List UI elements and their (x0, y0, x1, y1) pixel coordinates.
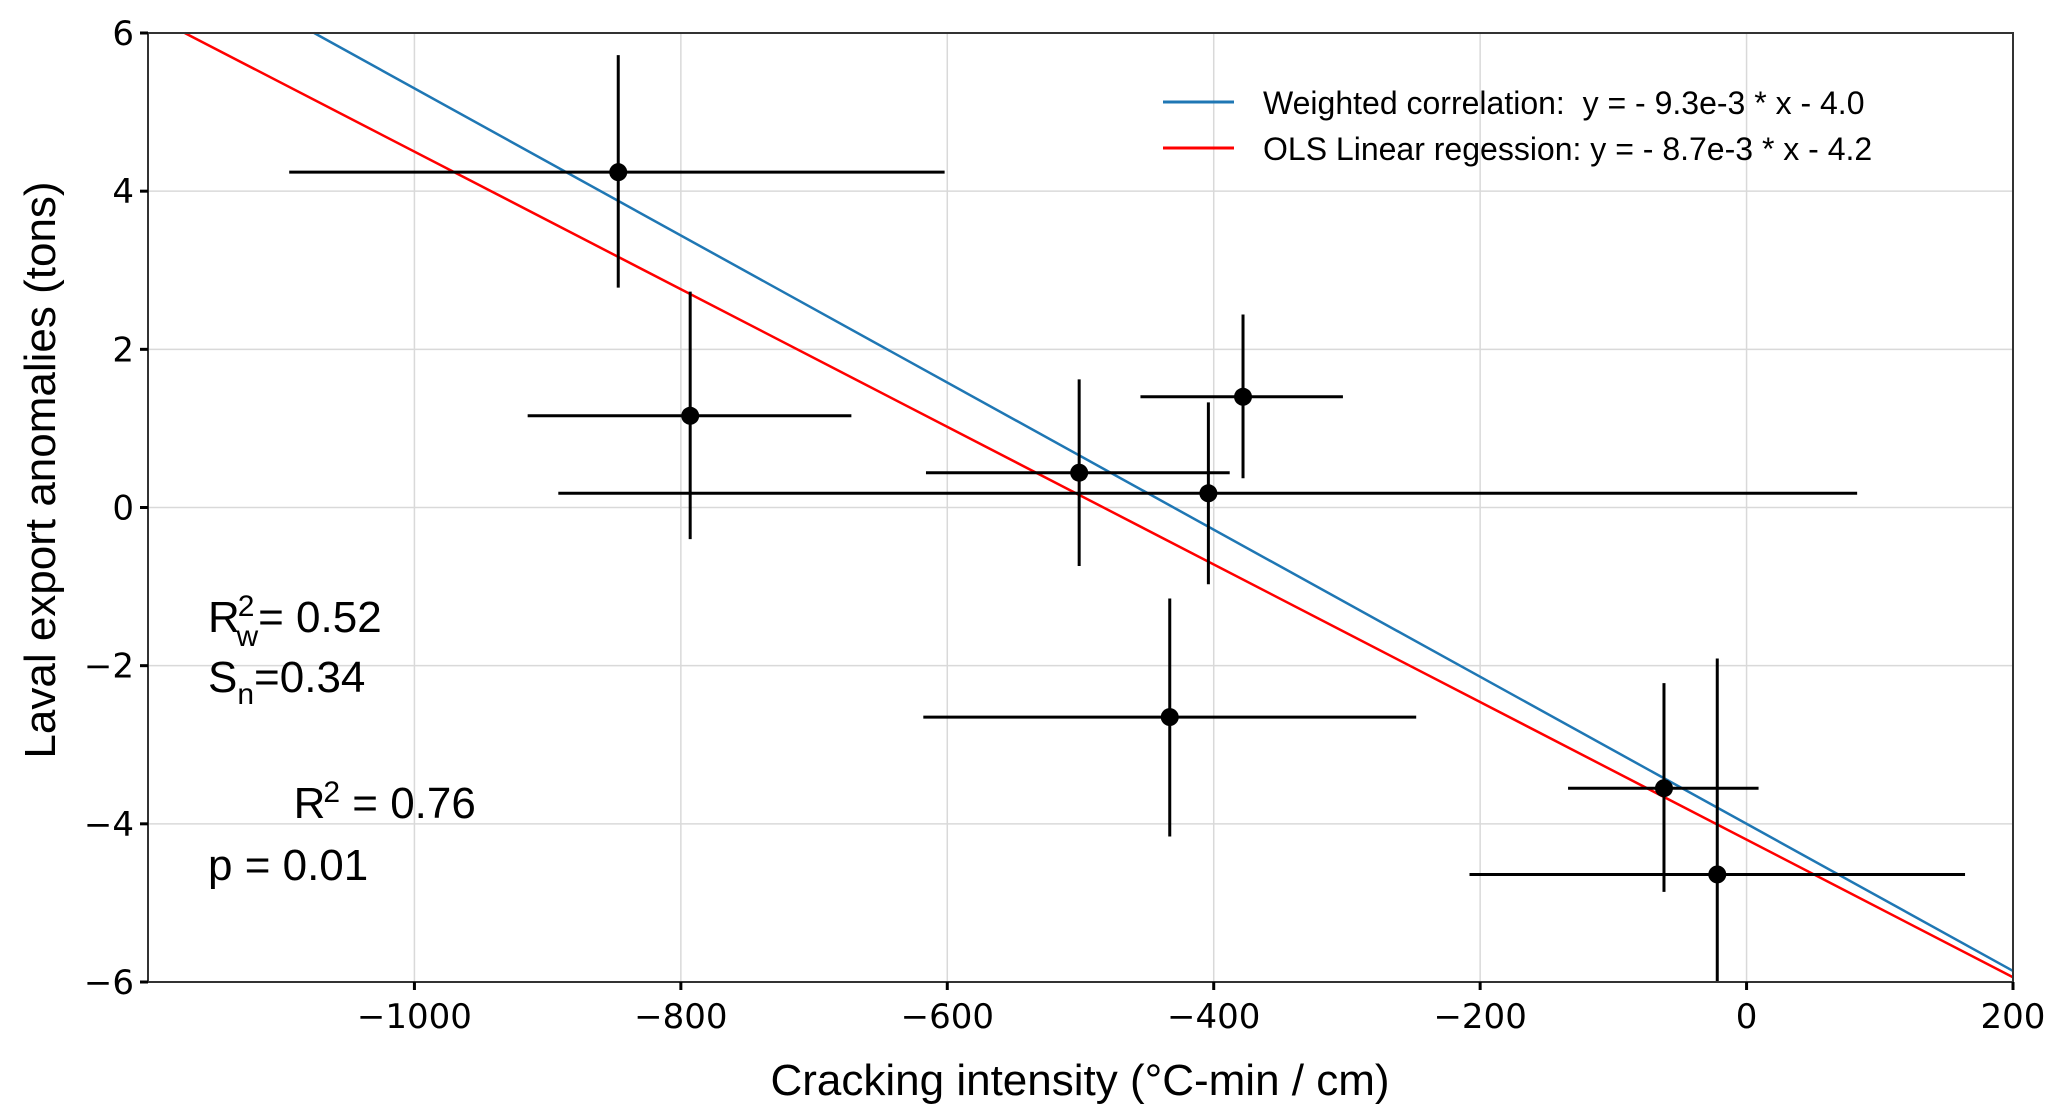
y-tick-label: 2 (112, 330, 134, 370)
legend-label-ols: OLS Linear regession: y = - 8.7e-3 * x -… (1263, 131, 1872, 167)
annotation-r2: R2 = 0.76 (208, 776, 537, 828)
data-point-group (1140, 314, 1343, 479)
x-tick-label: 0 (1736, 997, 1758, 1037)
annotation-weighted-r2: R2 w= 0.52 (208, 590, 382, 653)
data-point-group (925, 379, 1230, 567)
data-point-group (527, 291, 852, 540)
legend: Weighted correlation: y = - 9.3e-3 * x -… (1163, 85, 1872, 167)
y-tick-label: −6 (84, 963, 134, 1003)
data-point (681, 406, 700, 425)
y-tick-label: 4 (112, 172, 134, 212)
weighted-correlation-line (313, 31, 2014, 973)
legend-label-weighted: Weighted correlation: y = - 9.3e-3 * x -… (1263, 85, 1864, 121)
data-point-group (289, 55, 945, 288)
stats-annotation: R2 w= 0.52 Sn=0.34 R2 = 0.76 p = 0.01 (208, 590, 537, 890)
data-point (1654, 779, 1673, 798)
data-point (609, 163, 628, 182)
x-axis-ticks: −1000 −800 −600 −400 −200 0 200 (357, 982, 2046, 1037)
x-tick-label: −600 (901, 997, 994, 1037)
y-axis-title: Laval export anomalies (tons) (16, 181, 65, 758)
regression-lines (184, 31, 2014, 979)
data-point (1199, 484, 1218, 503)
y-tick-label: 6 (112, 14, 134, 54)
ols-regression-line (184, 31, 2014, 979)
x-axis-title: Cracking intensity (°C-min / cm) (770, 1056, 1389, 1105)
data-point-group (923, 598, 1417, 837)
x-tick-label: −200 (1433, 997, 1526, 1037)
y-axis-ticks: 6 4 2 0 −2 −4 −6 (84, 14, 148, 1003)
y-tick-label: −2 (84, 647, 134, 687)
y-tick-label: −4 (84, 805, 134, 845)
data-point (1234, 387, 1253, 406)
annotation-p-value: p = 0.01 (208, 841, 368, 890)
data-point (1160, 708, 1179, 727)
data-point-group (1568, 683, 1759, 892)
data-point (1708, 865, 1727, 884)
data-point-group (1469, 658, 1966, 982)
annotation-sn: Sn=0.34 (208, 653, 365, 711)
x-tick-label: −800 (634, 997, 727, 1037)
x-tick-label: 200 (1981, 997, 2046, 1037)
data-points (289, 55, 1966, 982)
x-tick-label: −400 (1167, 997, 1260, 1037)
data-point-group (558, 402, 1858, 585)
y-tick-label: 0 (112, 489, 134, 529)
data-point (1070, 463, 1089, 482)
x-tick-label: −1000 (357, 997, 472, 1037)
